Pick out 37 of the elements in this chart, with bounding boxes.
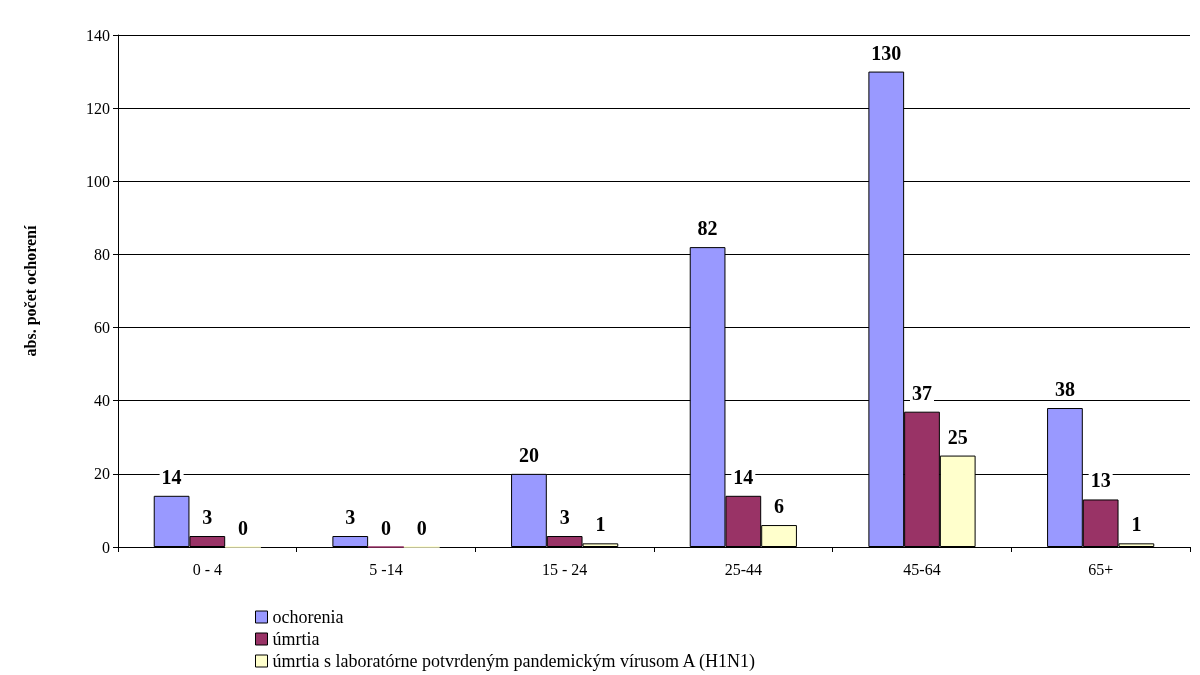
- data-label: 25: [947, 425, 968, 448]
- x-tick-label: 0 - 4: [192, 560, 222, 578]
- x-tick-label: 25-44: [724, 560, 762, 578]
- data-label: 14: [161, 465, 182, 488]
- data-label: 3: [202, 506, 213, 529]
- legend-label: ochorenia: [272, 607, 344, 627]
- y-tick-label: 0: [102, 538, 110, 556]
- y-tick-label: 140: [86, 26, 110, 44]
- y-tick-label: 100: [86, 172, 110, 190]
- data-label: 3: [345, 506, 356, 529]
- x-tick-label: 15 - 24: [542, 560, 588, 578]
- data-label: 6: [774, 495, 785, 518]
- bar: [332, 536, 369, 547]
- data-label: 38: [1054, 378, 1075, 401]
- y-tick-label: 20: [94, 465, 110, 483]
- data-label: 13: [1090, 469, 1111, 492]
- data-label: 82: [697, 217, 718, 240]
- y-axis-title: abs. počet ochorení: [21, 225, 40, 357]
- data-label: 37: [912, 381, 932, 404]
- data-label: 14: [733, 465, 754, 488]
- legend-label: úmrtia s laboratórne potvrdeným pandemickým vírusom A (H1N1): [272, 651, 755, 672]
- y-tick-label: 40: [94, 392, 110, 410]
- data-label: 0: [238, 516, 249, 539]
- data-label: 0: [416, 516, 427, 539]
- data-label: 3: [559, 506, 570, 529]
- x-tick-label: 5 -14: [369, 560, 403, 578]
- data-label: 1: [1131, 513, 1142, 536]
- y-tick-label: 80: [94, 245, 110, 263]
- data-label: 20: [518, 443, 539, 466]
- data-label: 0: [381, 516, 391, 539]
- data-label: 130: [871, 41, 902, 64]
- data-label: 1: [595, 513, 606, 536]
- y-tick-label: 120: [86, 99, 110, 117]
- x-tick-label: 45-64: [903, 560, 941, 578]
- y-tick-label: 60: [94, 319, 110, 337]
- x-tick-label: 65+: [1088, 560, 1114, 578]
- legend-label: úmrtia: [272, 629, 320, 649]
